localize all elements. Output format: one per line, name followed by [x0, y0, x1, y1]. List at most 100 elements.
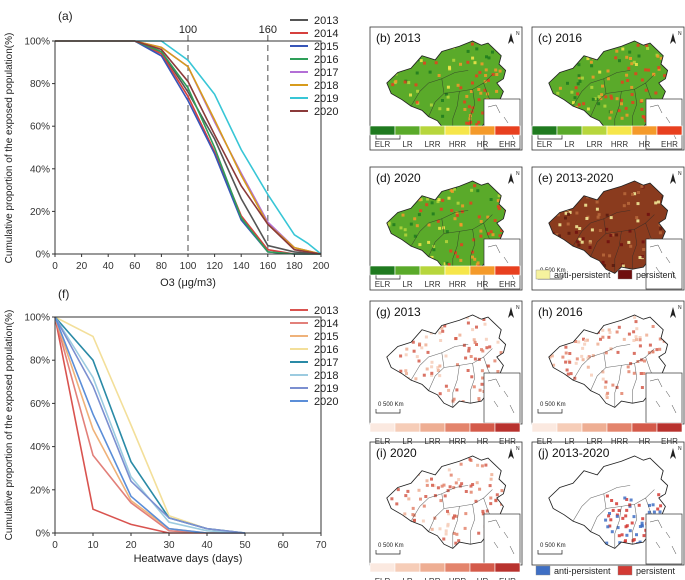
map-cell — [438, 364, 442, 368]
map-cell — [593, 97, 597, 101]
province-boundary — [428, 91, 460, 117]
map-cell — [411, 506, 415, 510]
map-cell — [455, 388, 459, 392]
o3-x-axis-label: O3 (μg/m3) — [160, 277, 216, 289]
map-cell — [438, 374, 442, 378]
map-cell — [634, 320, 638, 324]
map-cell — [632, 339, 636, 342]
map-cell — [482, 318, 486, 321]
map-cell — [574, 230, 578, 234]
risk-swatch — [531, 125, 558, 136]
map-cell — [595, 207, 599, 211]
map-cell — [465, 94, 469, 98]
risk-swatch — [369, 265, 396, 276]
map-cell — [493, 219, 497, 222]
map-cell — [636, 202, 640, 206]
map-cell — [663, 74, 667, 78]
map-cell — [614, 56, 618, 60]
risk-label: HR — [639, 437, 651, 446]
map-cell — [481, 111, 485, 115]
north-letter: N — [678, 171, 682, 177]
province-boundary — [572, 78, 604, 107]
province-boundary — [572, 493, 604, 522]
map-cell — [657, 66, 661, 70]
map-cell — [586, 356, 590, 360]
map-cell — [447, 512, 451, 516]
map-cell — [644, 119, 648, 123]
risk-swatch — [581, 422, 608, 433]
map-cell — [591, 354, 595, 358]
map-cell — [636, 43, 640, 47]
risk-swatch — [444, 265, 471, 276]
map-cell — [647, 351, 651, 355]
map-cell — [620, 98, 623, 102]
map-cell — [471, 56, 475, 60]
map-cell — [578, 237, 582, 241]
map-cell — [421, 519, 425, 523]
map-cell — [447, 263, 451, 266]
map-cell — [387, 223, 391, 227]
map-cell — [646, 46, 650, 50]
risk-label: HRR — [449, 280, 467, 289]
province-boundary — [428, 506, 460, 532]
map-cell — [578, 79, 582, 83]
map-panel-label: (e) 2013-2020 — [538, 171, 614, 185]
province-boundary — [410, 78, 442, 107]
f-y-tick-label: 20% — [30, 485, 50, 496]
map-cell — [425, 479, 429, 483]
province-boundary — [441, 485, 469, 509]
a-y-tick-label: 40% — [30, 164, 50, 175]
map-cell — [496, 199, 500, 203]
heat-risk-legend-top: ELR LR LRR HRR HR EHR — [369, 422, 521, 446]
map-cell — [469, 201, 473, 205]
map-cell — [477, 215, 481, 219]
map-cell — [480, 369, 484, 373]
map-cell — [641, 115, 645, 118]
map-cell — [441, 114, 445, 118]
map-cell — [439, 499, 443, 503]
map-panel-label: (i) 2020 — [376, 446, 417, 460]
map-cell — [471, 81, 474, 85]
risk-swatch — [469, 422, 496, 433]
map-cell — [607, 514, 611, 518]
map-cell — [615, 514, 619, 518]
a-x-tick-label: 200 — [313, 261, 330, 272]
map-cell — [598, 70, 602, 74]
map-cell — [605, 393, 609, 397]
risk-label: LRR — [586, 437, 602, 446]
map-cell — [430, 371, 434, 375]
map-cell — [642, 372, 646, 375]
map-cell — [424, 343, 428, 347]
f-x-tick-label: 60 — [277, 540, 289, 551]
map-cell — [558, 86, 562, 90]
a-x-tick-label: 60 — [129, 261, 141, 272]
map-cell — [595, 200, 599, 204]
legend-label-2018: 2018 — [314, 370, 338, 382]
map-cell — [620, 533, 624, 537]
inset-islands — [649, 244, 677, 280]
map-cell — [450, 189, 454, 193]
map-cell — [447, 468, 451, 472]
map-cell — [627, 332, 631, 336]
province-boundary — [441, 344, 469, 368]
map-cell — [659, 56, 663, 60]
map-panel-label: (g) 2013 — [376, 305, 421, 319]
map-cell — [452, 531, 456, 535]
map-cell — [652, 72, 656, 76]
map-cell — [404, 353, 408, 357]
map-cell — [481, 509, 485, 513]
map-panel-label: (h) 2016 — [538, 305, 583, 319]
map-cell — [415, 224, 419, 228]
risk-label: HRR — [611, 437, 629, 446]
map-cell — [631, 192, 634, 196]
map-cell — [460, 210, 464, 214]
map-cell — [625, 498, 629, 501]
map-cell — [568, 210, 572, 214]
map-cell — [624, 514, 628, 518]
map-cell — [611, 508, 615, 512]
map-cell — [407, 81, 411, 85]
map-cell — [483, 88, 487, 92]
north-arrow-icon: N — [508, 171, 520, 184]
map-cell — [405, 372, 408, 376]
risk-swatch — [581, 125, 608, 136]
